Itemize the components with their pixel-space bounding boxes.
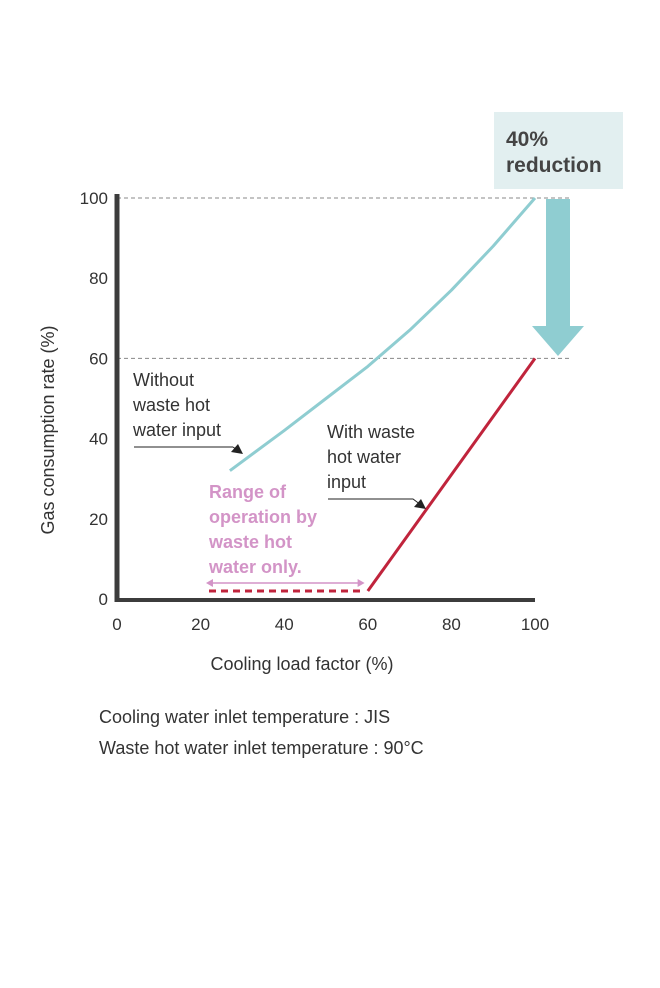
y-tick-label-100: 100 [80,189,108,208]
series-line-2 [366,357,537,592]
range-annotation-line-2: operation by [209,507,317,527]
y-tick-label-0: 0 [99,590,108,609]
y-tick-label-40: 40 [89,430,108,449]
x-tick-label-40: 40 [275,615,294,634]
without-annotation-line-2: waste hot [132,395,210,415]
gas-consumption-chart: 40% reduction 0 20 40 60 80 100 0 20 40 60 80 100 W… [38,112,623,674]
with-pointer-arrowhead [414,499,426,509]
without-pointer-diag [232,446,241,453]
with-annotation-line-3: input [327,472,366,492]
chart-notes: Cooling water inlet temperature : JIS Wa… [99,702,424,764]
y-axis-title: Gas consumption rate (%) [38,325,58,534]
x-tick-label-20: 20 [191,615,210,634]
x-tick-label-0: 0 [112,615,121,634]
without-annotation-line-1: Without [133,370,194,390]
with-annotation-line-1: With waste [327,422,415,442]
range-annotation-line-4: water only. [208,557,302,577]
y-tick-label-80: 80 [89,269,108,288]
x-tick-label-100: 100 [521,615,549,634]
x-tick-label-80: 80 [442,615,461,634]
range-bracket-right-arrowhead [357,579,365,587]
without-pointer-arrowhead [231,444,243,454]
y-tick-label-60: 60 [89,349,108,368]
waste-hot-water-note: Waste hot water inlet temperature : 90°C [99,738,424,758]
with-pointer-line [328,498,422,506]
with-annotation-line-2: hot water [327,447,401,467]
range-annotation-line-3: waste hot [208,532,292,552]
reduction-box [494,112,623,189]
range-annotation-line-1: Range of [209,482,287,502]
without-annotation-line-3: water input [132,420,221,440]
reduction-arrow-head [532,326,584,356]
reduction-label-line-2: reduction [506,154,602,177]
x-tick-label-60: 60 [358,615,377,634]
x-axis-title: Cooling load factor (%) [210,654,393,674]
cooling-water-note: Cooling water inlet temperature : JIS [99,707,391,727]
reduction-arrow-shaft [546,199,570,326]
series-line-1 [229,197,537,472]
reduction-label-line-1: 40% [506,128,548,151]
y-tick-label-20: 20 [89,510,108,529]
range-bracket-left-arrowhead [205,579,213,587]
